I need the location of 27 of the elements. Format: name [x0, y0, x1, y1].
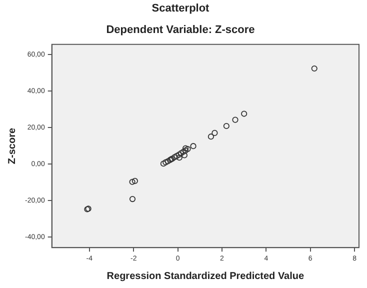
point	[208, 134, 214, 140]
point	[212, 130, 218, 136]
point	[190, 143, 196, 150]
x-axis-title: Regression Standardized Predicted Value	[106, 270, 304, 282]
point	[132, 178, 138, 184]
chart-subtitle: Dependent Variable: Z-score	[106, 24, 255, 36]
point	[171, 154, 178, 160]
point	[241, 110, 248, 117]
point	[129, 178, 136, 185]
point	[223, 122, 230, 130]
point	[162, 159, 169, 166]
point	[174, 152, 180, 159]
point	[176, 152, 182, 158]
point	[176, 154, 182, 161]
point	[232, 116, 238, 123]
point	[129, 196, 136, 202]
point	[181, 152, 188, 158]
point	[311, 65, 318, 72]
y-axis-title: Z-score	[6, 128, 18, 164]
point	[182, 147, 189, 154]
chart-title: Scatterplot	[152, 2, 210, 15]
point	[164, 158, 171, 164]
point	[178, 150, 184, 156]
point	[160, 160, 166, 167]
point	[180, 148, 186, 155]
point	[182, 145, 189, 152]
point	[184, 146, 191, 152]
